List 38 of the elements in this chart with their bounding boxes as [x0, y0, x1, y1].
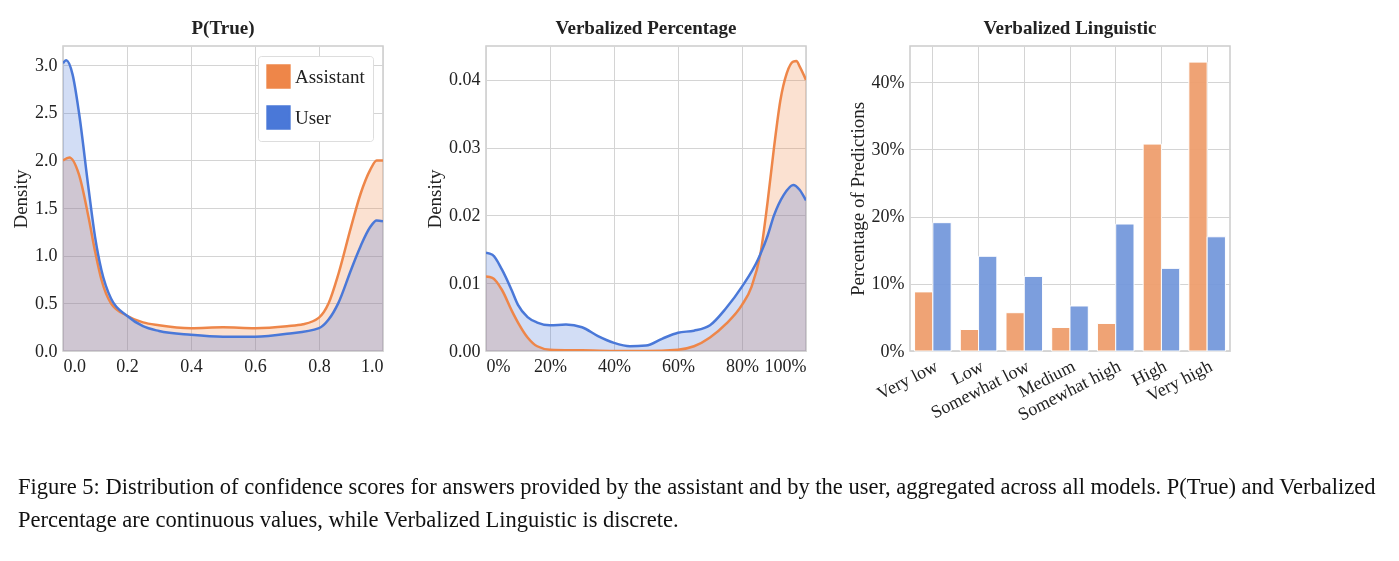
x-tick-label: 0.4: [180, 355, 203, 376]
x-tick-label: 60%: [662, 355, 695, 376]
y-tick-label: 2.0: [35, 149, 58, 170]
y-tick-label: 0.04: [449, 69, 481, 90]
x-tick-label: 40%: [598, 355, 631, 376]
chart-title: Verbalized Percentage: [555, 17, 737, 38]
y-tick-label: 0.02: [449, 204, 481, 225]
y-tick-label: 0.0: [35, 340, 58, 361]
y-tick-label: 0.5: [35, 292, 58, 313]
y-tick-label: 10%: [871, 273, 905, 294]
x-tick-label: 0.2: [116, 355, 139, 376]
caption: Figure 5: Distribution of confidence scores for answers provided by the assistant and by the user, aggregated across all models. P(True) and Verbalized Percentage are continuous values, while Verbalized Linguistic is discrete.: [18, 473, 1377, 534]
y-axis-title: Percentage of Predictions: [846, 101, 868, 297]
y-axis-title: Density: [10, 168, 31, 229]
x-tick-label: 0.6: [244, 355, 267, 376]
x-tick-label: 0.0: [63, 355, 86, 376]
x-tick-label: 100%: [764, 355, 807, 376]
y-tick-label: 3.0: [35, 54, 58, 75]
y-tick-label: 1.0: [35, 245, 58, 266]
y-tick-label: 0.01: [449, 272, 481, 293]
x-tick-label: 20%: [534, 355, 567, 376]
y-tick-label: 20%: [871, 206, 905, 227]
y-axis-title: Density: [424, 168, 445, 229]
x-tick-label: 1.0: [361, 355, 384, 376]
y-tick-label: 1.5: [35, 197, 58, 218]
x-tick-label: 0.8: [308, 355, 331, 376]
legend-label: Assistant: [295, 65, 366, 87]
chart-title: P(True): [191, 17, 255, 39]
legend-label: User: [295, 106, 332, 128]
y-tick-label: 2.5: [35, 102, 58, 123]
y-tick-label: 40%: [871, 71, 905, 92]
x-tick-label: 80%: [726, 355, 759, 376]
y-tick-label: 0.00: [449, 340, 481, 361]
chart-title: Verbalized Linguistic: [983, 17, 1157, 38]
y-tick-label: 0%: [880, 340, 905, 361]
y-tick-label: 0.03: [449, 137, 481, 158]
x-tick-label: 0%: [486, 355, 511, 376]
y-tick-label: 30%: [871, 138, 905, 159]
